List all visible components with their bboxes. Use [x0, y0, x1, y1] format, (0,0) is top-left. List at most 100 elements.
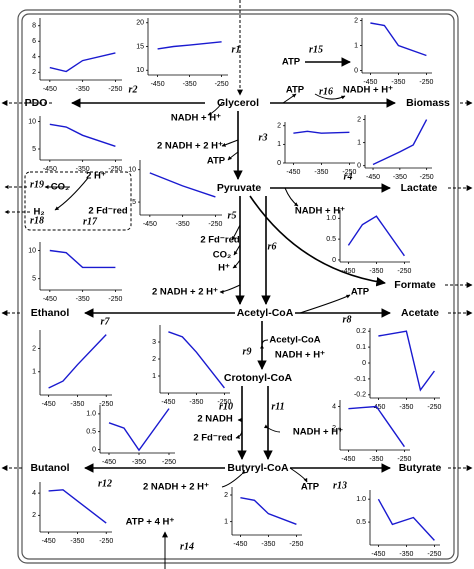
- x-tick-label: -350: [261, 541, 275, 548]
- x-tick-label: -350: [76, 86, 90, 93]
- y-tick-label: 5: [132, 199, 136, 206]
- cofactor: 2 NADH + 2 H⁺: [152, 287, 218, 298]
- reaction-label: r16: [319, 86, 333, 97]
- data-line: [293, 130, 350, 134]
- y-tick-label: 2: [277, 123, 281, 130]
- x-tick-label: -250: [108, 166, 122, 173]
- mini-chart: 1 2 -450 -350 -250: [224, 487, 304, 548]
- y-tick-label: 1: [354, 42, 358, 49]
- y-tick-label: 2: [332, 425, 336, 432]
- y-tick-label: 1: [277, 141, 281, 148]
- node-label: Butyrate: [399, 462, 442, 474]
- node-label: Pyruvate: [217, 182, 262, 194]
- cofactors: ATP NADH + H⁺ ATP NADH + H⁺ 2 NADH + 2 H…: [33, 57, 393, 528]
- reaction-label: r4: [344, 171, 353, 182]
- reaction-label: r18: [30, 215, 44, 226]
- mini-chart: 2 4 -450 -350 -250: [32, 482, 113, 545]
- x-tick-label: -250: [289, 541, 303, 548]
- y-tick-label: 2: [224, 492, 228, 499]
- x-tick-label: -350: [399, 404, 413, 411]
- cofactor: ATP: [207, 156, 226, 167]
- x-tick-label: -450: [102, 459, 116, 466]
- reaction-label: r9: [243, 346, 252, 357]
- mini-chart: 0 1 2 -450 -350 -250: [277, 122, 357, 176]
- node-label: PDO: [25, 97, 48, 109]
- x-tick-label: -450: [286, 169, 300, 176]
- x-tick-label: -350: [399, 551, 413, 558]
- y-tick-label: 5: [32, 146, 36, 153]
- x-tick-label: -450: [42, 401, 56, 408]
- x-tick-label: -450: [371, 404, 385, 411]
- y-tick-label: 2: [32, 345, 36, 352]
- cofactor: ATP: [351, 287, 370, 298]
- y-tick-label: 2: [357, 116, 361, 123]
- cofactor: 2 Fd⁻red: [193, 433, 233, 444]
- reaction-label: r14: [180, 541, 194, 552]
- y-tick-label: 1: [357, 139, 361, 146]
- x-tick-label: -350: [369, 456, 383, 463]
- reaction-label: r19: [30, 179, 44, 190]
- cofactor: CO₂: [51, 182, 69, 193]
- mini-chart: 0 0.5 1.0 -450 -350 -250: [86, 405, 176, 466]
- mini-chart: 5 10 -450 -350 -250: [28, 116, 123, 173]
- x-tick-label: -350: [76, 166, 90, 173]
- reaction-label: r11: [271, 401, 284, 412]
- cofactor: H⁺: [218, 263, 230, 274]
- x-tick-label: -450: [363, 79, 377, 86]
- y-tick-label: 0: [354, 67, 358, 74]
- cofactor: H₂: [33, 207, 44, 218]
- node-label: Ethanol: [31, 307, 70, 319]
- mini-chart: -0.2 -0.1 0 0.1 0.2 -450 -350 -250: [354, 328, 442, 411]
- data-line: [240, 497, 297, 525]
- x-tick-label: -250: [419, 79, 433, 86]
- x-tick-label: -250: [217, 399, 231, 406]
- x-tick-label: -250: [397, 456, 411, 463]
- reaction-label: r3: [259, 132, 268, 143]
- reaction-label: r13: [333, 480, 347, 491]
- x-tick-label: -350: [391, 79, 405, 86]
- y-tick-label: 20: [136, 20, 144, 27]
- x-tick-label: -250: [108, 296, 122, 303]
- y-tick-label: 0.5: [86, 429, 96, 436]
- data-line: [377, 498, 435, 541]
- frame: [17, 9, 459, 564]
- reaction-label: r10: [219, 401, 233, 412]
- x-tick-label: -450: [42, 538, 56, 545]
- x-tick-label: -350: [183, 81, 197, 88]
- x-tick-label: -450: [151, 81, 165, 88]
- y-tick-label: 0: [357, 163, 361, 170]
- node-label: Formate: [394, 279, 436, 291]
- x-tick-label: -450: [341, 268, 355, 275]
- data-line: [48, 334, 107, 389]
- reaction-label: r5: [228, 210, 237, 221]
- y-tick-label: 0.2: [356, 328, 366, 335]
- cofactor: 2 NADH: [197, 414, 233, 425]
- y-tick-label: 1: [152, 373, 156, 380]
- y-tick-label: 10: [136, 67, 144, 74]
- y-tick-label: 4: [332, 403, 336, 410]
- reaction-label: r12: [98, 478, 112, 489]
- y-tick-label: 1.0: [86, 411, 96, 418]
- node-label: Acetate: [401, 307, 439, 319]
- data-line: [372, 119, 428, 166]
- cofactor: 2 Fd⁻red: [200, 235, 240, 246]
- x-tick-label: -450: [43, 86, 57, 93]
- y-tick-label: 2: [354, 17, 358, 24]
- y-tick-label: 1.0: [356, 496, 366, 503]
- reaction-label: r7: [101, 316, 111, 327]
- y-tick-label: 2: [32, 69, 36, 76]
- mini-chart: 1 2 3 -450 -350 -250: [152, 325, 232, 406]
- data-line: [347, 215, 405, 257]
- reaction-label: r17: [83, 216, 98, 227]
- mini-chart: 1 2 -450 -350 -250: [32, 330, 113, 408]
- node-label: Acetyl-CoA: [237, 307, 294, 319]
- reaction-labels: r1 r2 r15 r16 r3 r4 r19 r18 r17 r5 r6 r7…: [30, 44, 352, 552]
- x-tick-label: -350: [393, 174, 407, 181]
- node-label: Lactate: [401, 182, 438, 194]
- node-label: Biomass: [406, 97, 450, 109]
- node-label: Crotonyl-CoA: [224, 372, 293, 384]
- x-tick-label: -350: [189, 399, 203, 406]
- y-tick-label: 0: [332, 257, 336, 264]
- y-tick-label: -0.1: [354, 376, 366, 383]
- data-line: [348, 405, 405, 448]
